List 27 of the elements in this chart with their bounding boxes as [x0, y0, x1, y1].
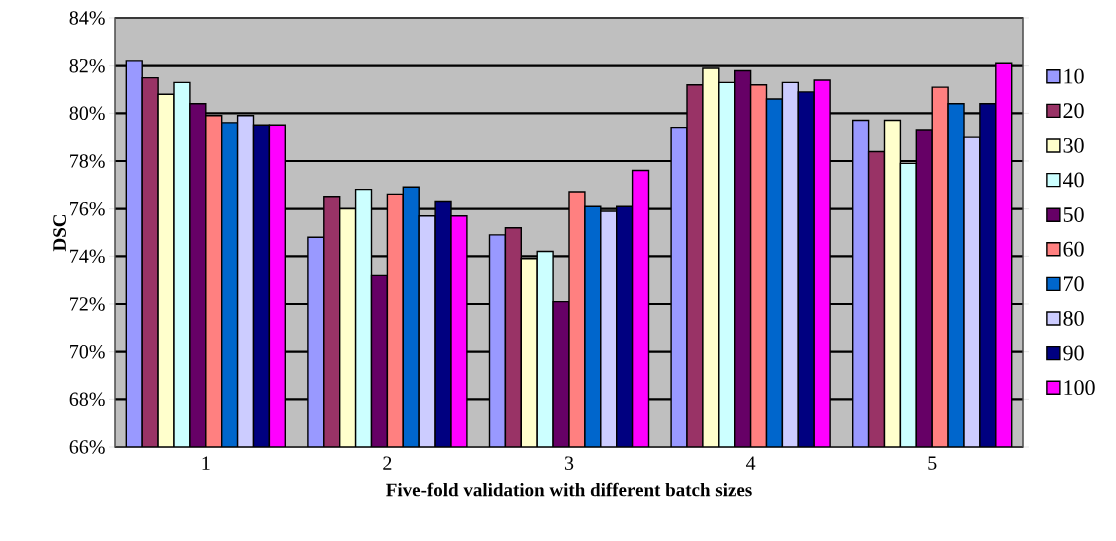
- y-tick-label: 74%: [70, 249, 105, 264]
- y-tick-label: 72%: [70, 297, 105, 311]
- legend-label: 30: [1063, 137, 1084, 153]
- legend-label: 40: [1063, 172, 1084, 188]
- x-tick-label: 3: [564, 456, 574, 470]
- y-tick-label: 80%: [69, 106, 105, 121]
- legend-label: 80: [1063, 310, 1084, 326]
- y-tick-label: 76%: [70, 201, 105, 216]
- legend-label: 90: [1063, 345, 1084, 361]
- y-tick-label: 82%: [69, 58, 105, 73]
- x-tick-label: 5: [928, 456, 937, 470]
- legend-label: 100: [1064, 380, 1095, 396]
- y-tick-label: 70%: [70, 344, 105, 359]
- x-tick-label: 2: [383, 456, 392, 470]
- x-axis-title: Five-fold validation with different batch sizes: [386, 482, 752, 497]
- legend-label: 70: [1064, 276, 1084, 292]
- legend-label: 20: [1063, 103, 1084, 119]
- y-tick-label: 84%: [69, 11, 105, 25]
- x-tick-label: 1: [202, 456, 210, 470]
- legend-label: 60: [1063, 241, 1084, 257]
- y-axis-title: DSC: [53, 214, 66, 252]
- y-tick-label: 66%: [69, 440, 105, 454]
- legend-label: 50: [1063, 207, 1084, 222]
- y-tick-label: 78%: [70, 154, 105, 168]
- x-tick-label: 4: [746, 456, 756, 470]
- legend-label: 10: [1064, 68, 1084, 84]
- y-tick-label: 68%: [69, 392, 105, 407]
